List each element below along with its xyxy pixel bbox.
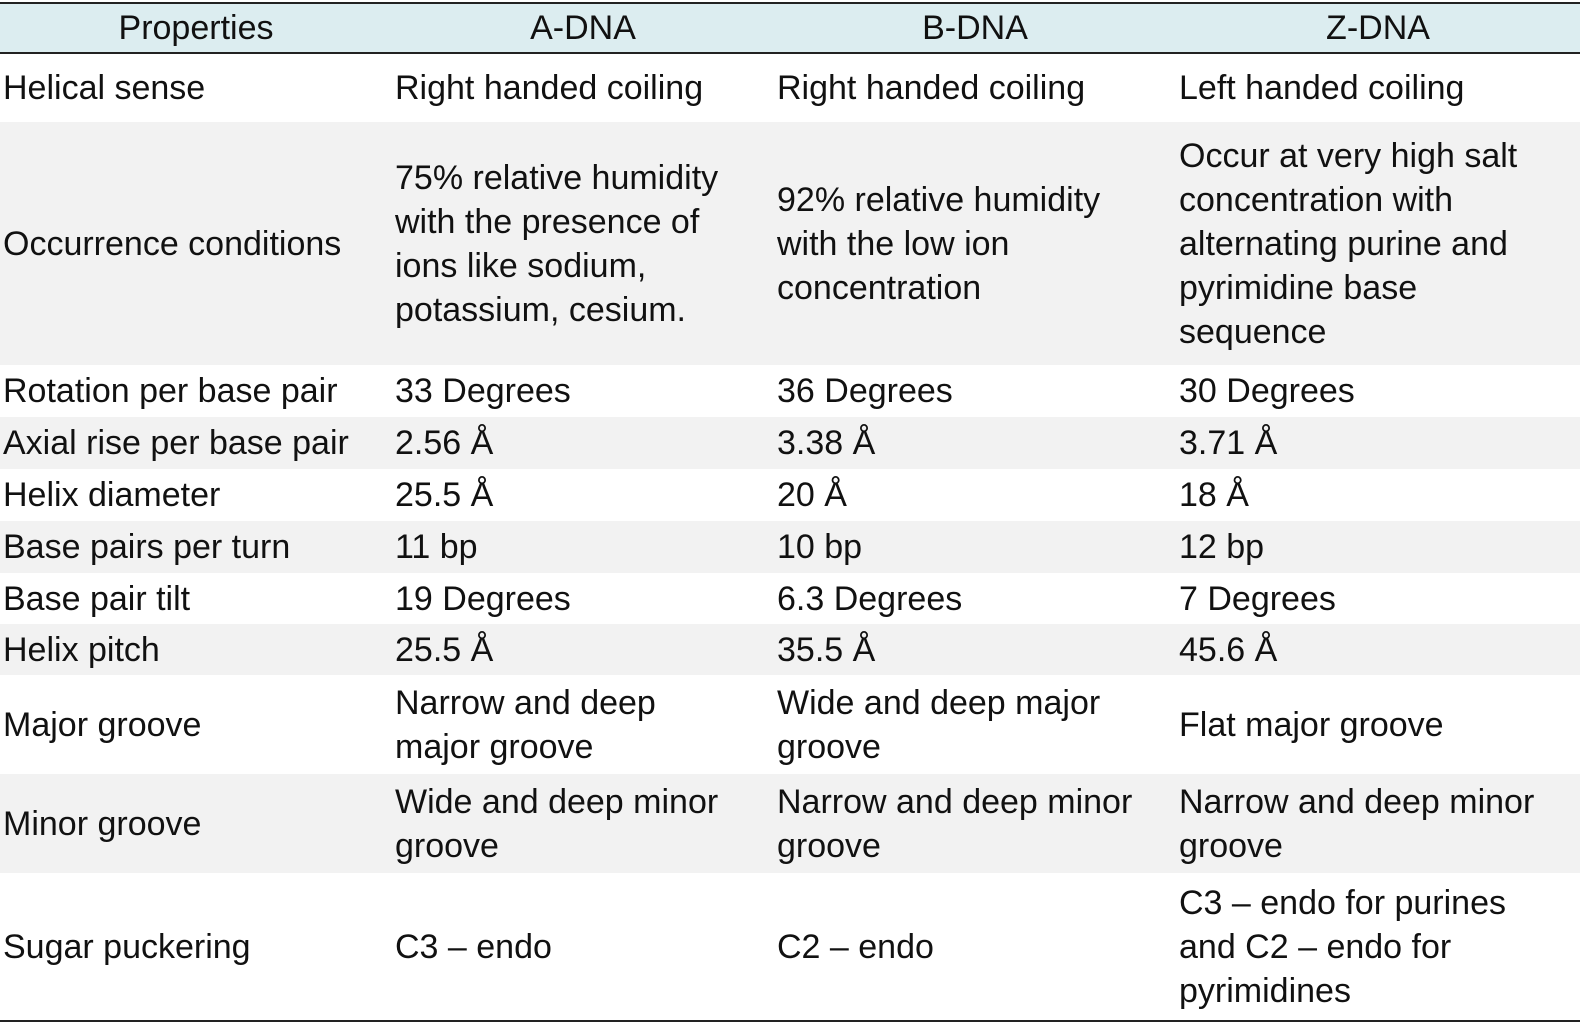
- a-dna-cell: 25.5 Å: [395, 630, 494, 669]
- table-row: Helix pitch 25.5 Å 35.5 Å 45.6 Å: [0, 624, 1580, 675]
- b-dna-cell: 92% relative humidity with the low ion c…: [777, 180, 1101, 307]
- row-label: Helix pitch: [3, 630, 160, 669]
- header-a-dna: A-DNA: [392, 2, 774, 54]
- z-dna-cell: 45.6 Å: [1179, 630, 1278, 669]
- z-dna-cell: 30 Degrees: [1179, 372, 1355, 410]
- b-dna-cell: 36 Degrees: [777, 372, 953, 410]
- z-dna-cell: C3 – endo for purines and C2 – endo for …: [1176, 873, 1580, 1022]
- z-dna-cell: Narrow and deep minor groove: [1179, 782, 1535, 865]
- b-dna-cell: C2 – endo: [774, 873, 1176, 1022]
- table-row: Sugar puckering C3 – endo C2 – endo C3 –…: [0, 873, 1580, 1022]
- b-dna-cell: Right handed coiling: [777, 69, 1086, 107]
- z-dna-cell: Flat major groove: [1179, 705, 1444, 744]
- a-dna-cell: 2.56 Å: [395, 424, 494, 462]
- b-dna-cell: 10 bp: [777, 528, 863, 566]
- b-dna-cell: Narrow and deep minor groove: [777, 782, 1133, 865]
- b-dna-cell: 6.3 Degrees: [777, 579, 963, 618]
- table-row: Rotation per base pair 33 Degrees 36 Deg…: [0, 365, 1580, 417]
- row-label: Helical sense: [3, 69, 206, 107]
- row-label: Helix diameter: [3, 476, 221, 514]
- table-row: Major groove Narrow and deep major groov…: [0, 675, 1580, 774]
- b-dna-cell: Wide and deep major groove: [777, 683, 1101, 766]
- table-row: Helix diameter 25.5 Å 20 Å 18 Å: [0, 469, 1580, 521]
- z-dna-cell: 7 Degrees: [1179, 579, 1336, 618]
- z-dna-cell: Occur at very high salt concentration wi…: [1179, 136, 1518, 351]
- a-dna-cell: 19 Degrees: [395, 579, 571, 618]
- a-dna-cell: C3 – endo: [392, 873, 774, 1022]
- row-label: Sugar puckering: [0, 873, 392, 1022]
- a-dna-cell: Wide and deep minor groove: [395, 782, 719, 865]
- table-row: Helical sense Right handed coiling Right…: [0, 53, 1580, 122]
- a-dna-cell: Right handed coiling: [395, 69, 704, 107]
- row-label: Axial rise per base pair: [3, 424, 349, 462]
- header-properties: Properties: [0, 2, 392, 54]
- b-dna-cell: 35.5 Å: [777, 630, 876, 669]
- row-label: Rotation per base pair: [3, 372, 338, 410]
- header-b-dna: B-DNA: [774, 2, 1176, 54]
- a-dna-cell: 25.5 Å: [395, 476, 494, 514]
- b-dna-cell: 3.38 Å: [777, 424, 876, 462]
- header-row: Properties A-DNA B-DNA Z-DNA: [0, 2, 1580, 54]
- b-dna-cell: 20 Å: [777, 476, 847, 514]
- row-label: Base pairs per turn: [3, 528, 291, 566]
- table-row: Minor groove Wide and deep minor groove …: [0, 774, 1580, 873]
- header-z-dna: Z-DNA: [1176, 2, 1580, 54]
- a-dna-cell: 33 Degrees: [395, 372, 571, 410]
- a-dna-cell: 75% relative humidity with the presence …: [395, 158, 719, 329]
- row-label: Major groove: [3, 705, 202, 744]
- table-row: Base pair tilt 19 Degrees 6.3 Degrees 7 …: [0, 573, 1580, 624]
- a-dna-cell: Narrow and deep major groove: [395, 683, 656, 766]
- table-row: Axial rise per base pair 2.56 Å 3.38 Å 3…: [0, 417, 1580, 469]
- row-label: Minor groove: [3, 804, 202, 843]
- z-dna-cell: 18 Å: [1179, 476, 1249, 514]
- a-dna-cell: 11 bp: [395, 528, 478, 566]
- z-dna-cell: Left handed coiling: [1179, 69, 1465, 107]
- row-label: Base pair tilt: [3, 579, 191, 618]
- z-dna-cell: 3.71 Å: [1179, 424, 1278, 462]
- row-label: Occurrence conditions: [3, 224, 342, 263]
- z-dna-cell: 12 bp: [1179, 528, 1265, 566]
- table-row: Base pairs per turn 11 bp 10 bp 12 bp: [0, 521, 1580, 573]
- table-row: Occurrence conditions 75% relative humid…: [0, 122, 1580, 365]
